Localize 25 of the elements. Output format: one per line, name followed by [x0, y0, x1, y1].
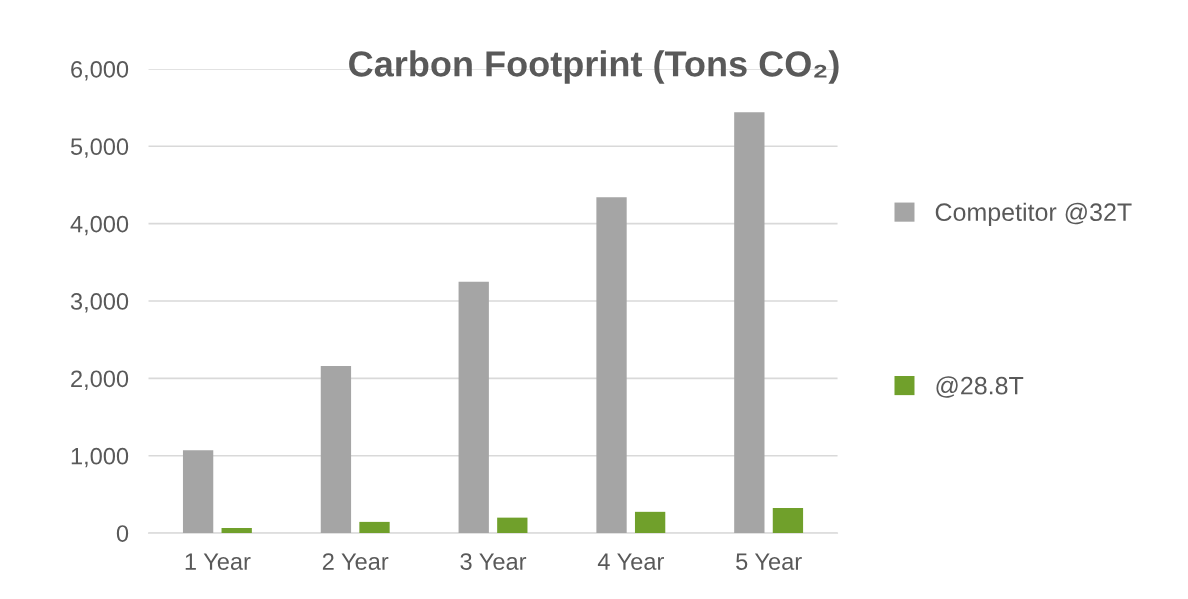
legend-label: Competitor @32T: [935, 202, 1132, 226]
y-tick-label: 5,000: [70, 138, 129, 158]
x-tick-label: 1 Year: [185, 553, 251, 570]
y-tick-label: 4,000: [70, 215, 129, 236]
x-tick-label: 4 Year: [597, 553, 664, 570]
y-tick-label: 2,000: [71, 370, 129, 390]
bar: [182, 450, 214, 534]
y-tick-label: 1,000: [71, 447, 129, 468]
bar: [634, 511, 666, 534]
bar: [772, 507, 804, 534]
chart-title: Carbon Footprint (Tons CO₂): [349, 50, 839, 84]
x-tick-label: 3 Year: [460, 553, 527, 570]
x-tick-label: 2 Year: [322, 553, 389, 570]
bar: [359, 521, 390, 534]
y-tick-label: 6,000: [71, 60, 129, 81]
y-tick-label: 3,000: [70, 293, 129, 313]
legend-label: @28.8T: [936, 376, 1024, 398]
y-tick-label: 0: [116, 525, 129, 542]
bar: [596, 197, 627, 534]
x-tick-label: 5 Year: [736, 553, 802, 570]
bar: [734, 112, 765, 534]
bar: [458, 281, 489, 534]
bar: [221, 528, 252, 534]
bar: [320, 365, 352, 534]
bar: [497, 517, 528, 534]
